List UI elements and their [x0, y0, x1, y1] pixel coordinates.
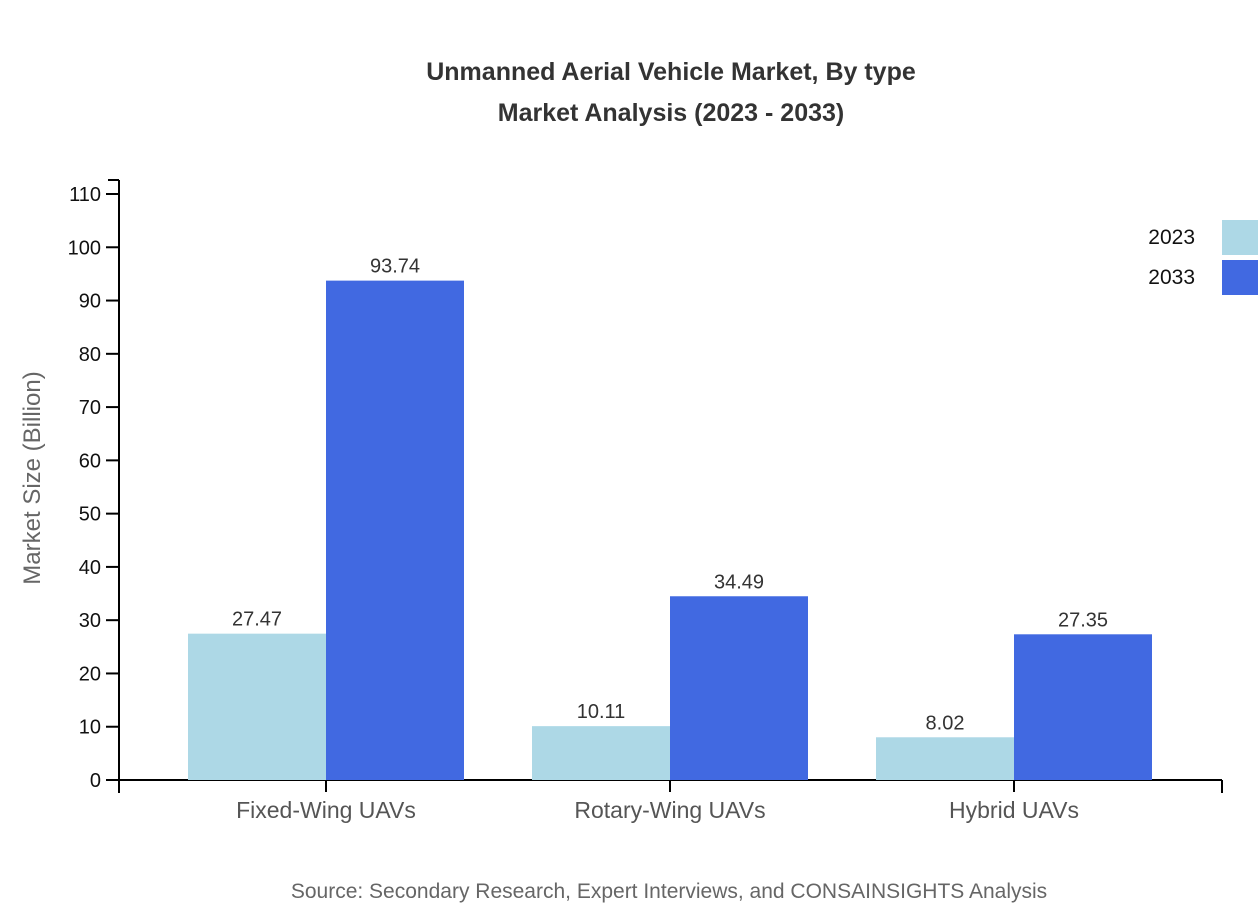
category-label: Rotary-Wing UAVs	[574, 797, 765, 823]
y-tick-label: 20	[79, 663, 101, 685]
bar-value-label: 27.35	[1058, 609, 1108, 631]
bar-2023-1	[532, 726, 670, 780]
legend-swatch-2023	[1222, 220, 1258, 255]
y-tick-label: 100	[68, 237, 101, 259]
y-tick-label: 60	[79, 450, 101, 472]
y-tick-label: 40	[79, 557, 101, 579]
bar-2033-1	[670, 596, 808, 780]
chart-title-line1: Unmanned Aerial Vehicle Market, By type	[426, 58, 916, 86]
legend: 2023 2033	[1000, 220, 1258, 300]
y-tick-label: 110	[69, 184, 101, 206]
bar-2033-0	[326, 280, 464, 780]
category-label: Hybrid UAVs	[949, 797, 1079, 823]
y-tick-label: 0	[90, 770, 101, 792]
y-tick-label: 30	[79, 610, 101, 632]
y-tick-label: 50	[79, 504, 101, 526]
source-note: Source: Secondary Research, Expert Inter…	[290, 880, 1048, 903]
category-label: Fixed-Wing UAVs	[236, 797, 416, 823]
y-tick-label: 80	[79, 344, 101, 366]
bar-value-label: 10.11	[577, 701, 626, 723]
bar-2033-2	[1014, 634, 1152, 780]
bar-2023-2	[876, 737, 1014, 780]
chart-title: Unmanned Aerial Vehicle Market, By type …	[82, 52, 1260, 134]
bar-2023-0	[188, 633, 326, 780]
bar-value-label: 34.49	[714, 571, 764, 593]
legend-label-2033: 2033	[1148, 265, 1195, 289]
chart-title-line2: Market Analysis (2023 - 2033)	[497, 99, 845, 127]
bar-value-label: 27.47	[232, 609, 282, 631]
bar-value-label: 8.02	[926, 712, 965, 734]
y-tick-label: 70	[79, 397, 101, 419]
legend-swatch-2033	[1222, 260, 1258, 295]
legend-label-2023: 2023	[1148, 225, 1195, 249]
y-tick-label: 90	[79, 291, 101, 313]
legend-item-2023: 2023	[1000, 220, 1258, 255]
bar-value-label: 93.74	[370, 256, 420, 278]
y-tick-label: 10	[79, 717, 101, 739]
legend-item-2033: 2033	[1000, 260, 1258, 295]
